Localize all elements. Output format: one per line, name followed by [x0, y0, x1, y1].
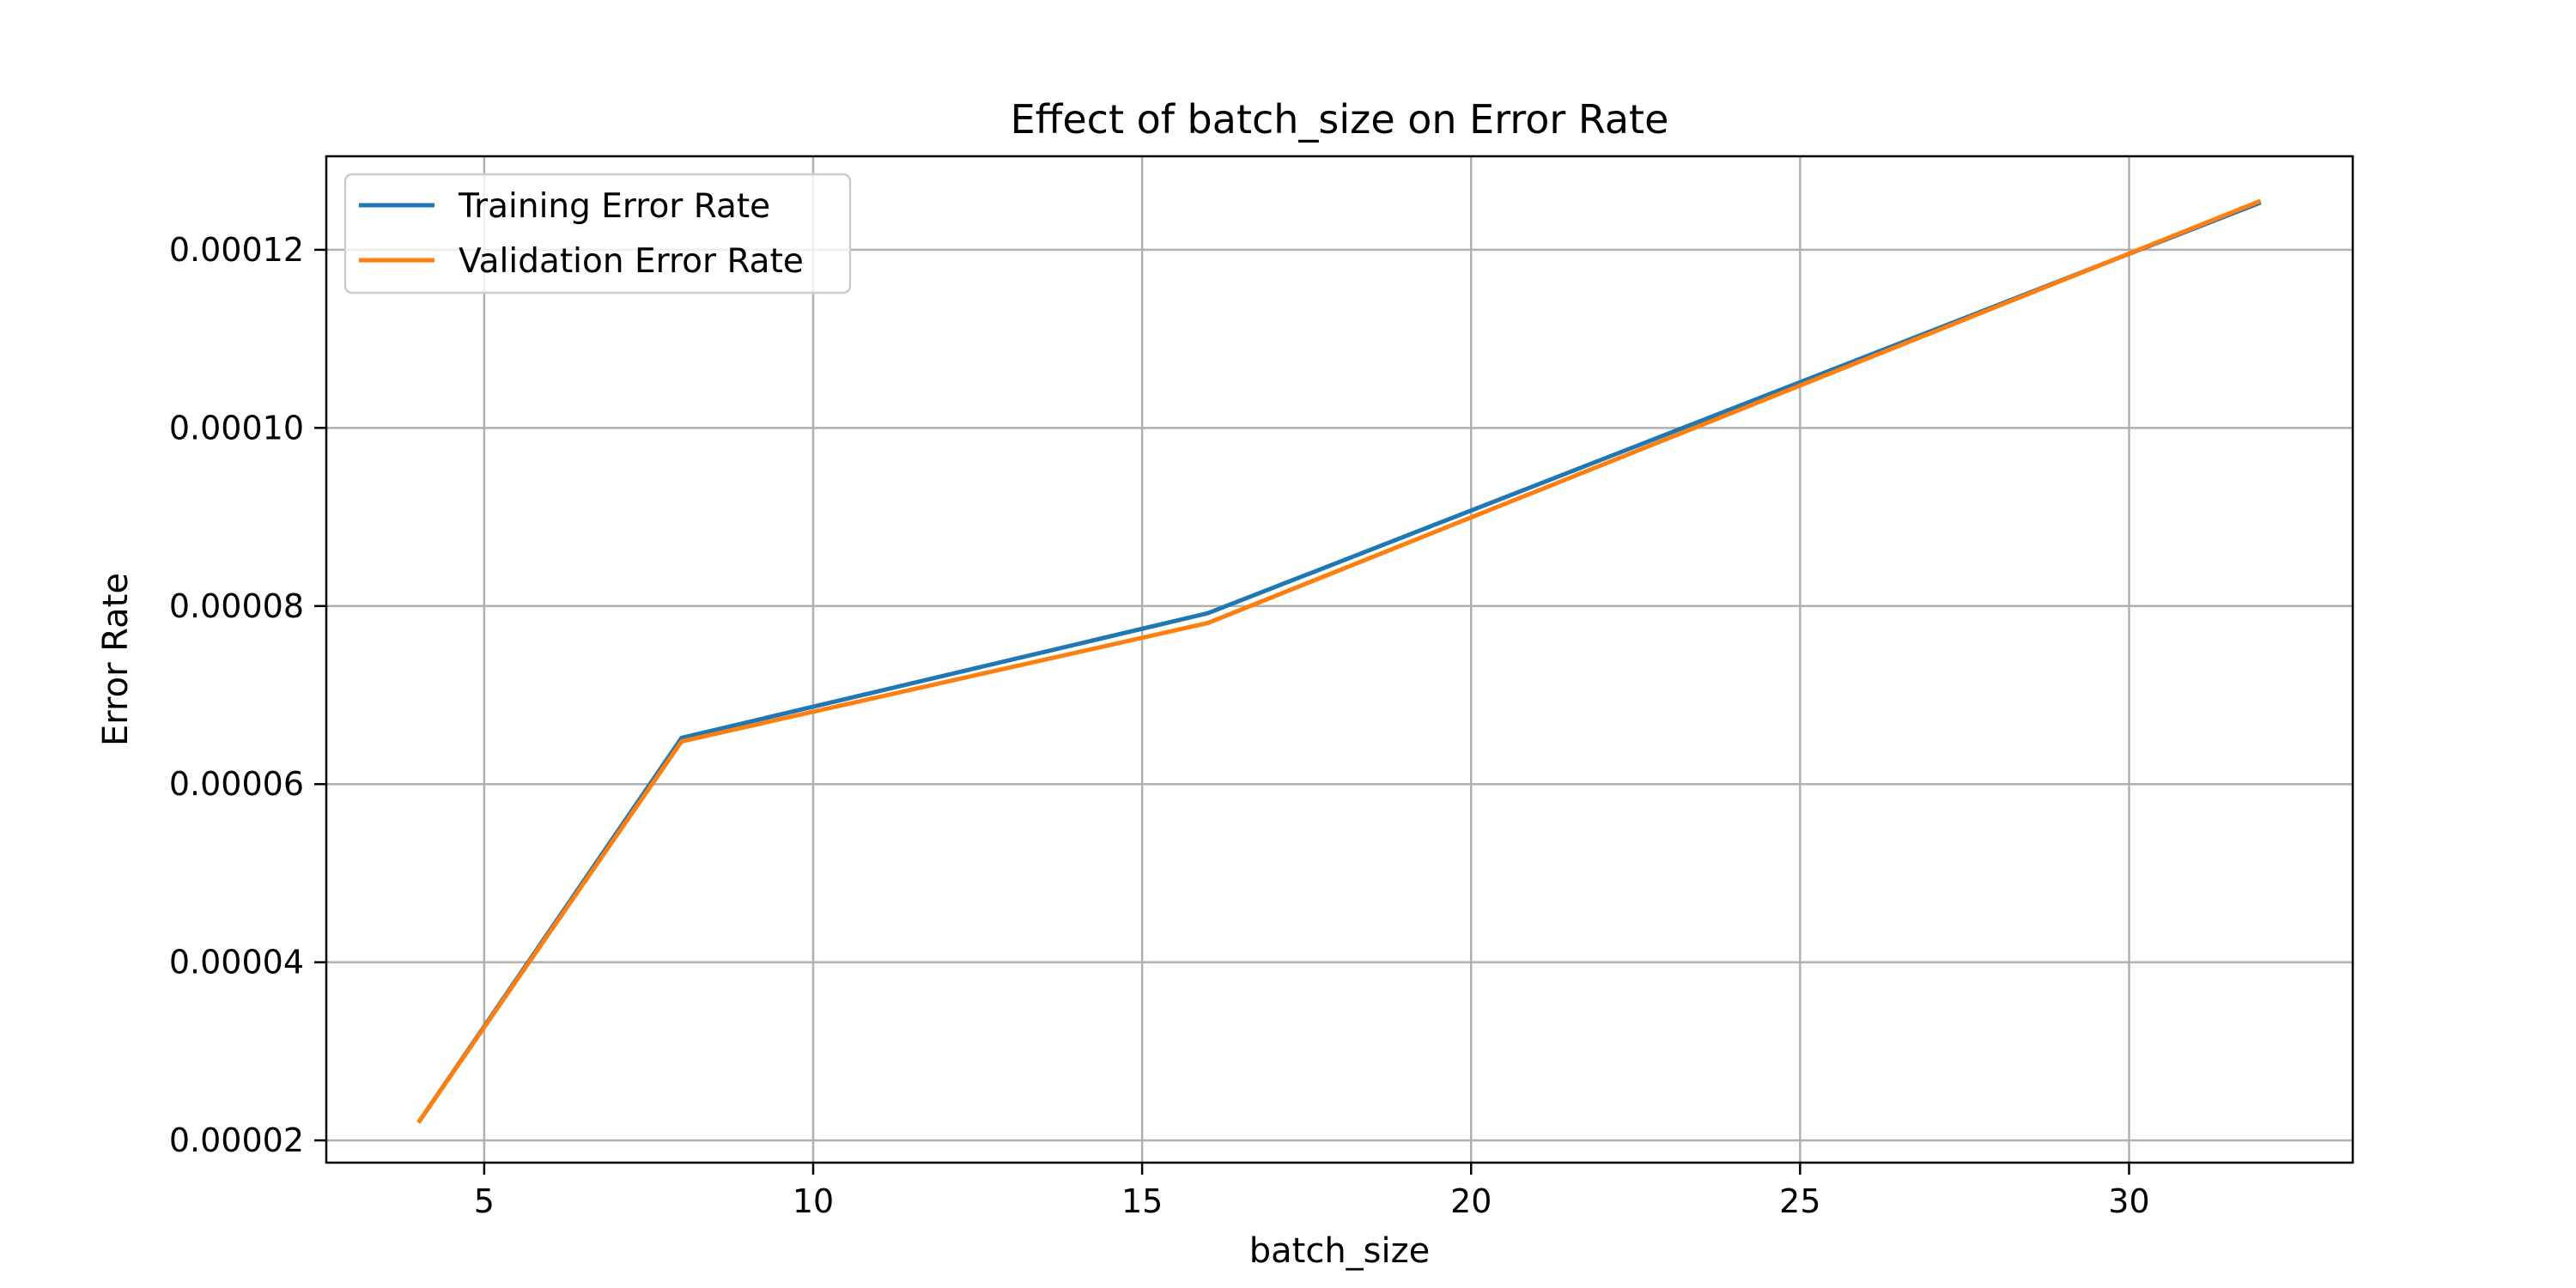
axis-ticks: 5 10 15 20 25 30 0.00002 0.00004 0.00006 0.00008 0…: [169, 231, 2150, 1220]
series-line-2: [416, 198, 2262, 1124]
y-tick-label: 0.00004: [169, 944, 304, 981]
x-tick-label: 10: [793, 1182, 834, 1220]
grid-lines: [326, 156, 2353, 1163]
y-tick-label: 0.00010: [169, 409, 304, 447]
x-tick-label: 15: [1121, 1182, 1163, 1220]
plot-area-frame: [325, 155, 2354, 1164]
chart-title: Effect of batch_size on Error Rate: [1011, 96, 1669, 143]
y-tick-label: 0.00006: [169, 765, 304, 803]
x-tick-label: 20: [1450, 1182, 1492, 1220]
x-axis-label: batch_size: [1249, 1231, 1431, 1271]
legend-label-2: Validation Error Rate: [459, 242, 804, 281]
y-tick-label: 0.00002: [169, 1121, 304, 1159]
x-tick-label: 5: [474, 1182, 495, 1220]
y-axis-label: Error Rate: [96, 573, 136, 746]
x-tick-label: 30: [2108, 1182, 2149, 1220]
legend-box: [343, 173, 852, 295]
series-lines: [416, 198, 2262, 1124]
y-tick-label: 0.00008: [169, 587, 304, 625]
legend-label-1: Training Error Rate: [458, 187, 770, 226]
x-tick-label: 25: [1779, 1182, 1820, 1220]
y-tick-label: 0.00012: [169, 231, 304, 269]
legend: Training Error Rate Validation Error Rate: [343, 173, 852, 295]
